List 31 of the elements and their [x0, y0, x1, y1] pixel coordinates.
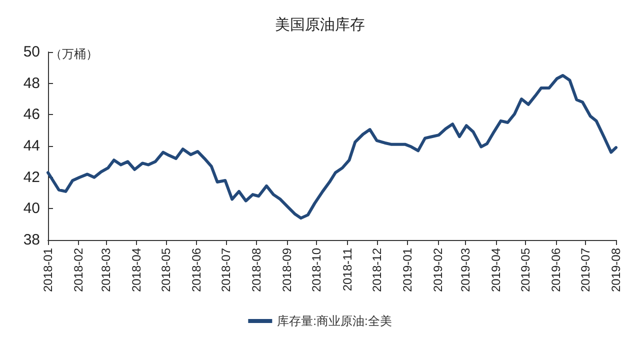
y-tick-label: 44: [23, 138, 40, 154]
x-tick-label: 2018-08: [250, 248, 264, 292]
x-tick-label: 2019-01: [400, 248, 414, 292]
x-tick-label: 2018-04: [130, 248, 144, 292]
x-tick-label: 2019-06: [548, 248, 563, 292]
x-tick-label: 2019-07: [578, 248, 592, 292]
y-axis-title: （万桶）: [50, 47, 98, 61]
x-tick-label: 2018-01: [41, 248, 55, 292]
x-tick-label: 2018-07: [219, 248, 234, 292]
y-tick-label: 42: [23, 168, 40, 186]
line-series: [46, 74, 618, 220]
x-tick-label: 2019-04: [488, 248, 503, 292]
y-tick-label: 40: [23, 200, 40, 218]
x-tick-label: 2018-05: [159, 248, 174, 292]
chart-title: 美国原油库存: [275, 16, 365, 34]
x-tick-label: 2018-06: [190, 248, 204, 292]
x-tick-label: 2018-02: [72, 248, 86, 292]
x-tick-label: 2018-11: [340, 248, 354, 292]
x-tick-label: 2018-03: [99, 248, 114, 292]
y-tick-label: 48: [23, 74, 40, 92]
x-tick-label: 2019-02: [430, 248, 445, 292]
y-tick-label: 46: [23, 106, 40, 124]
y-tick-label: 38: [23, 232, 40, 248]
x-tick-label: 2019-05: [518, 248, 532, 292]
legend-label: 库存量:商业原油:全美: [277, 314, 392, 328]
x-tick-label: 2019-03: [458, 248, 472, 292]
x-tick-label: 2019-08: [609, 248, 623, 292]
x-tick-label: 2018-12: [370, 248, 384, 292]
x-tick-label: 2018-09: [280, 248, 294, 292]
y-tick-label: 50: [23, 44, 40, 60]
x-tick-label: 2018-10: [310, 248, 324, 292]
